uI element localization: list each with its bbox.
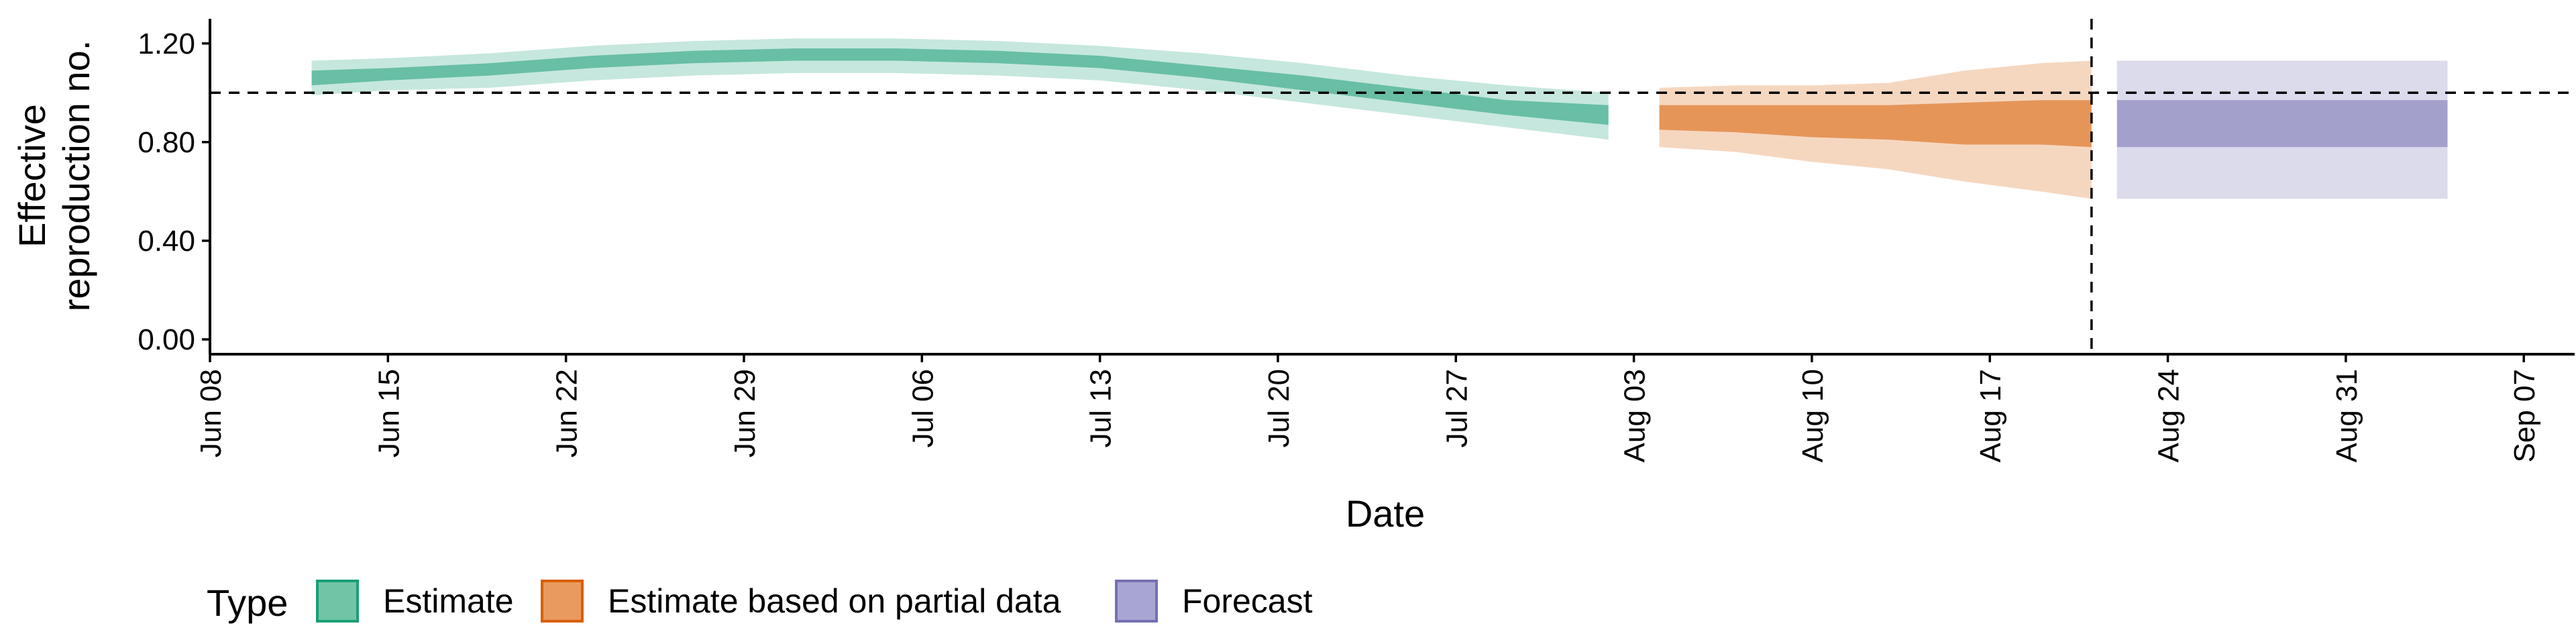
x-tick-label: Jun 29 [729, 369, 761, 458]
x-tick-label: Aug 17 [1974, 369, 2007, 462]
x-tick-label: Jun 08 [195, 369, 227, 458]
y-tick-label: 0.40 [138, 225, 195, 258]
x-tick-label: Jul 20 [1263, 369, 1295, 447]
legend-swatch-forecast [1115, 580, 1158, 623]
x-axis-title: Date [1346, 492, 1425, 535]
x-tick-label: Aug 10 [1796, 369, 1829, 462]
axes: 0.00 0.40 0.80 1.20 Jun 08 Jun 15 Jun 22 Jun 2… [138, 19, 2575, 462]
band-inner-estimate [311, 48, 1609, 125]
legend: Type Estimate Estimate based on partial d… [207, 580, 1313, 624]
x-tick-label: Sep 07 [2508, 369, 2541, 462]
y-axis-title-line-2: reproduction no. [55, 40, 97, 312]
x-tick-label: Jul 06 [906, 369, 939, 447]
legend-title: Type [207, 582, 288, 624]
y-ticks: 0.00 0.40 0.80 1.20 [138, 28, 210, 356]
band-inner-forecast [2116, 100, 2448, 148]
legend-label-estimate: Estimate [383, 582, 514, 620]
x-tick-label: Aug 31 [2330, 369, 2363, 462]
y-tick-label: 0.80 [138, 126, 195, 159]
legend-label-forecast: Forecast [1182, 582, 1313, 620]
x-tick-label: Aug 03 [1619, 369, 1652, 462]
legend-label-estimate-based-on-partial-data: Estimate based on partial data [608, 582, 1061, 620]
x-tick-label: Jun 15 [372, 369, 405, 458]
y-tick-label: 0.00 [138, 323, 195, 356]
y-tick-label: 1.20 [138, 28, 195, 60]
x-tick-label: Aug 24 [2153, 369, 2186, 462]
legend-swatch-estimate [316, 580, 359, 623]
x-tick-label: Jun 22 [551, 369, 584, 458]
x-tick-label: Jul 27 [1440, 369, 1473, 447]
band-layer [311, 38, 2448, 199]
legend-items: Estimate Estimate based on partial data Fo… [316, 580, 1313, 623]
x-ticks: Jun 08 Jun 15 Jun 22 Jun 29 Jul 06 Jul 13 Jul … [195, 354, 2541, 462]
y-axis-title-line-1: Effective [11, 104, 53, 248]
legend-swatch-estimate-based-on-partial-data [541, 580, 584, 623]
x-tick-label: Jul 13 [1085, 369, 1118, 447]
band-inner-estimate-based-on-partial-data [1659, 100, 2092, 148]
